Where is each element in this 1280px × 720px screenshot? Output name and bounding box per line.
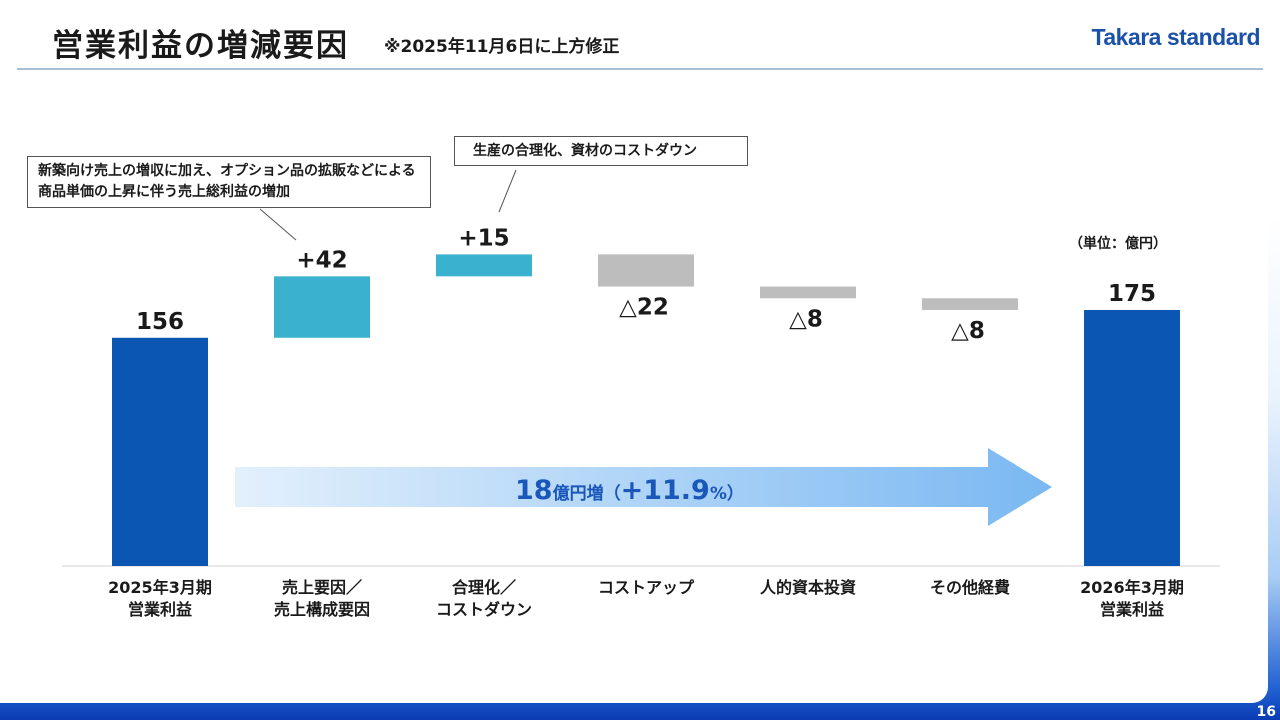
title-divider	[17, 68, 1263, 70]
category-label-line: その他経費	[929, 578, 1010, 597]
value-label-2: +15	[458, 225, 509, 251]
value-label-6: 175	[1108, 281, 1156, 307]
category-label-line: 売上構成要因	[273, 600, 370, 619]
company-logo: Takara standard	[1091, 24, 1261, 50]
value-label-3: △22	[619, 295, 669, 321]
growth-label: 18億円増（+11.9%）	[515, 475, 744, 506]
value-label-0: 156	[136, 309, 184, 335]
category-label-line: 営業利益	[1099, 600, 1164, 619]
value-label-1: +42	[296, 247, 347, 273]
growth-open-paren: （	[603, 484, 621, 504]
category-label-6: 2026年3月期 営業利益	[1057, 577, 1207, 621]
bar-5	[922, 298, 1018, 310]
category-label-line: コストアップ	[597, 578, 694, 597]
growth-unit: 億円増	[552, 484, 604, 504]
waterfall-chart: 156 +42 +15 △22 △8 △8 175	[62, 169, 1220, 567]
unit-label: （単位：億円）	[1069, 236, 1167, 252]
page-title: 営業利益の増減要因	[52, 28, 349, 64]
category-label-1: 売上要因／ 売上構成要因	[247, 577, 397, 621]
category-label-line: コストダウン	[435, 600, 532, 619]
growth-arrow	[235, 448, 1052, 526]
growth-percent: +11.9	[620, 475, 710, 506]
bar-6	[1084, 309, 1180, 566]
page-number: 16	[1256, 704, 1276, 720]
category-label-line: 2025年3月期	[108, 578, 212, 597]
category-label-3: コストアップ	[571, 577, 721, 599]
callout-sales-connector	[259, 208, 297, 241]
value-label-4: △8	[789, 306, 823, 332]
category-label-line: 売上要因／	[281, 578, 362, 597]
slide: 営業利益の増減要因 ※2025年11月6日に上方修正 Takara standa…	[17, 24, 1263, 621]
category-label-4: 人的資本投資	[733, 577, 883, 599]
category-label-line: 営業利益	[127, 600, 192, 619]
bar-0	[112, 337, 208, 566]
growth-amount: 18	[515, 475, 553, 506]
category-label-line: 2026年3月期	[1080, 578, 1184, 597]
revision-note: ※2025年11月6日に上方修正	[384, 37, 620, 57]
category-label-0: 2025年3月期 営業利益	[85, 577, 235, 621]
callout-rationalization: 生産の合理化、資材のコストダウン	[454, 136, 748, 166]
bar-2	[436, 254, 532, 277]
category-label-5: その他経費	[895, 577, 1045, 599]
bar-3	[598, 254, 694, 287]
bar-1	[274, 276, 370, 338]
callout-rationalization-connector	[498, 169, 517, 213]
category-label-2: 合理化／ コストダウン	[409, 577, 559, 621]
growth-percent-sign: %	[709, 484, 727, 504]
callout-sales-factor: 新築向け売上の増収に加え、オプション品の拡販などによる商品単価の上昇に伴う売上総…	[27, 156, 431, 208]
bar-4	[760, 286, 856, 299]
growth-close-paren: ）	[726, 484, 744, 504]
value-label-5: △8	[951, 318, 985, 344]
category-label-line: 人的資本投資	[759, 578, 856, 597]
category-label-line: 合理化／	[451, 578, 516, 597]
